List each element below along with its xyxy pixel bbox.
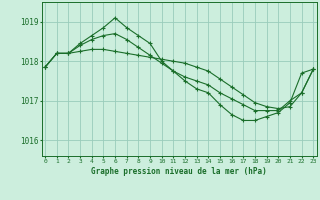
X-axis label: Graphe pression niveau de la mer (hPa): Graphe pression niveau de la mer (hPa) <box>91 167 267 176</box>
